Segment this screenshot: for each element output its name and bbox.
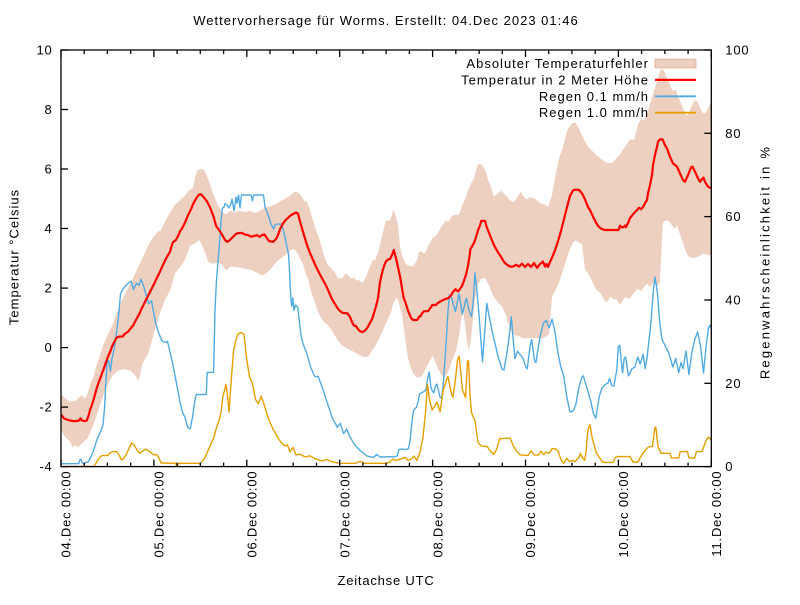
svg-text:8: 8	[44, 102, 52, 117]
svg-text:10: 10	[36, 43, 52, 58]
svg-text:0: 0	[725, 459, 733, 474]
svg-text:Temperatur °Celsius: Temperatur °Celsius	[7, 189, 22, 325]
svg-text:04.Dec 00:00: 04.Dec 00:00	[59, 471, 74, 558]
svg-text:10.Dec 00:00: 10.Dec 00:00	[616, 471, 631, 558]
svg-text:07.Dec 00:00: 07.Dec 00:00	[337, 471, 352, 558]
svg-text:11.Dec 00:00: 11.Dec 00:00	[709, 471, 724, 557]
svg-text:80: 80	[725, 126, 741, 141]
svg-text:Regenwahrscheinlichkeit in %: Regenwahrscheinlichkeit in %	[758, 145, 773, 379]
svg-text:20: 20	[725, 376, 741, 391]
svg-text:2: 2	[44, 281, 52, 296]
svg-text:6: 6	[44, 162, 52, 177]
svg-text:0: 0	[44, 340, 52, 355]
svg-text:Temperatur in 2 Meter Höhe: Temperatur in 2 Meter Höhe	[461, 72, 649, 87]
svg-text:05.Dec 00:00: 05.Dec 00:00	[152, 471, 167, 558]
svg-text:Wettervorhersage für Worms. Er: Wettervorhersage für Worms. Erstellt: 04…	[193, 13, 578, 28]
svg-text:60: 60	[725, 209, 741, 224]
svg-text:-4: -4	[39, 459, 52, 474]
svg-text:Zeitachse UTC: Zeitachse UTC	[337, 573, 434, 588]
svg-text:-2: -2	[39, 400, 52, 415]
svg-text:Regen 1.0 mm/h: Regen 1.0 mm/h	[539, 105, 649, 120]
svg-text:4: 4	[44, 221, 52, 236]
svg-text:06.Dec 00:00: 06.Dec 00:00	[245, 471, 260, 558]
svg-text:Absoluter Temperaturfehler: Absoluter Temperaturfehler	[466, 56, 649, 71]
svg-text:100: 100	[725, 43, 749, 58]
svg-text:40: 40	[725, 293, 741, 308]
svg-text:09.Dec 00:00: 09.Dec 00:00	[523, 471, 538, 558]
svg-text:08.Dec 00:00: 08.Dec 00:00	[430, 471, 445, 558]
svg-text:Regen 0.1 mm/h: Regen 0.1 mm/h	[539, 89, 649, 104]
